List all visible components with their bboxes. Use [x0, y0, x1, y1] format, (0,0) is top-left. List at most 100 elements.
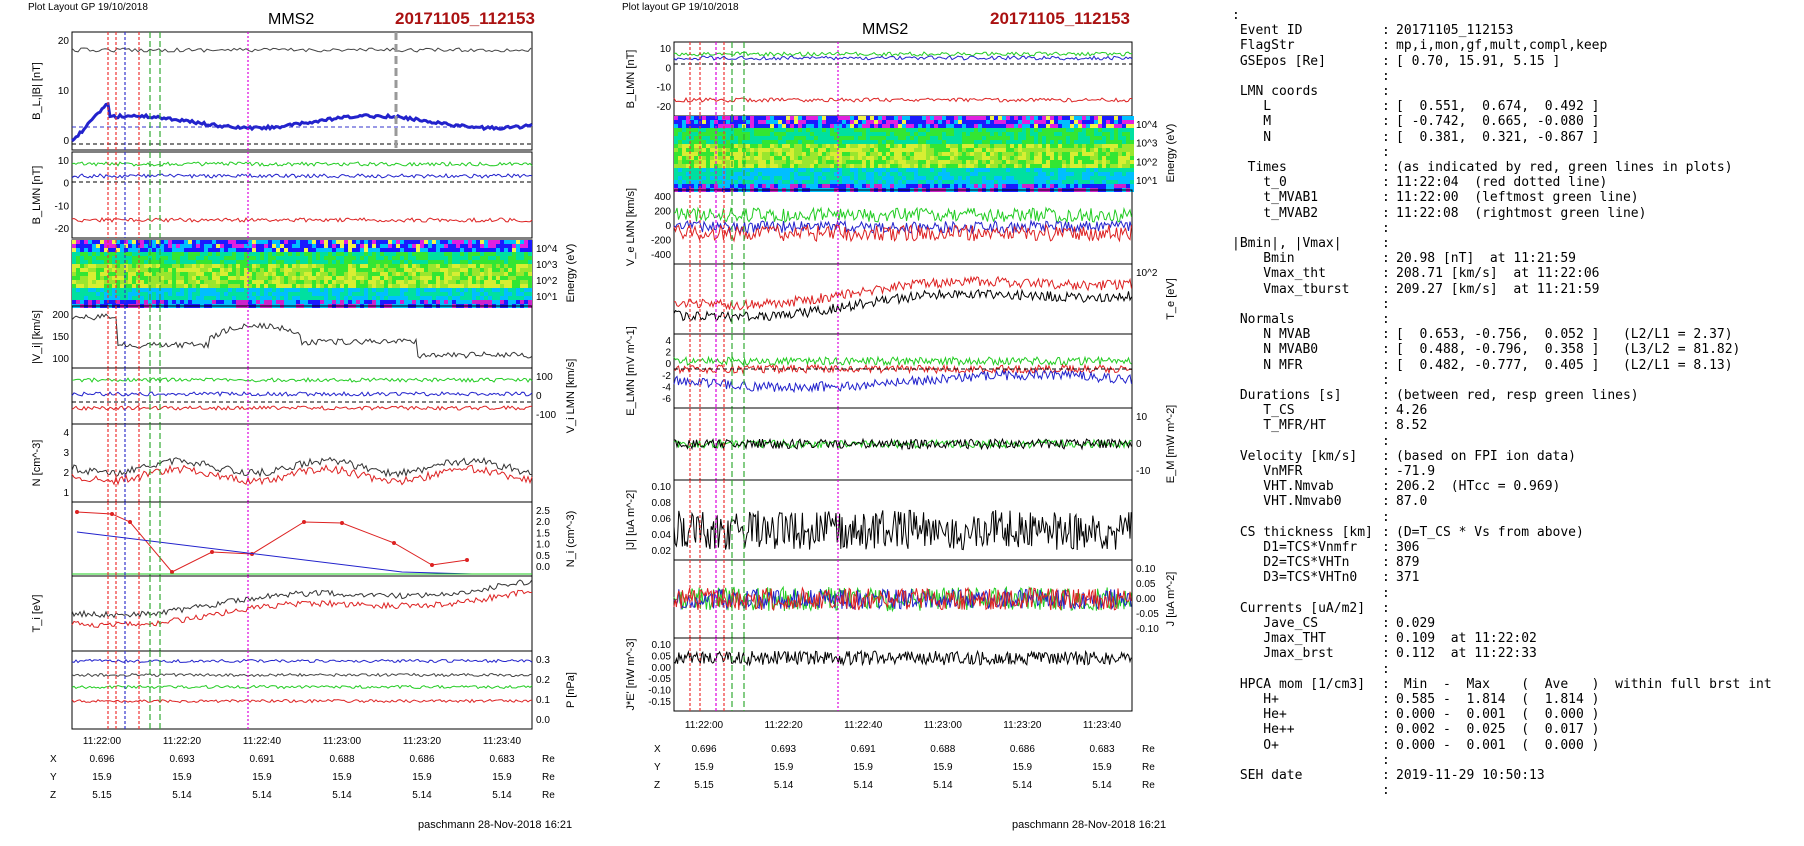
spectrogram-cell [1118, 128, 1122, 132]
spectrogram-cell [1026, 184, 1030, 188]
spectrogram-cell [520, 240, 524, 244]
spectrogram-cell [120, 256, 124, 260]
spectrogram-cell [524, 272, 528, 276]
spectrogram-cell [464, 268, 468, 272]
spectrogram-cell [1018, 116, 1022, 120]
spectrogram-cell [488, 252, 492, 256]
spectrogram-cell [516, 276, 520, 280]
info-colon: : [1382, 175, 1390, 191]
spectrogram-cell [492, 268, 496, 272]
left-pos-value: 5.15 [92, 790, 112, 801]
spectrogram-cell [440, 300, 444, 304]
spectrogram-cell [838, 148, 842, 152]
spectrogram-cell [308, 248, 312, 252]
spectrogram-cell [858, 132, 862, 136]
spectrogram-cell [376, 268, 380, 272]
spectrogram-cell [336, 272, 340, 276]
spectrogram-cell [770, 120, 774, 124]
spectrogram-cell [512, 264, 516, 268]
spectrogram-cell [818, 160, 822, 164]
spectrogram-cell [922, 172, 926, 176]
spectrogram-cell [1114, 176, 1118, 180]
spectrogram-cell [472, 260, 476, 264]
spectrogram-cell [1094, 128, 1098, 132]
spectrogram-cell [778, 160, 782, 164]
spectrogram-cell [826, 164, 830, 168]
spectrogram-cell [734, 116, 738, 120]
spectrogram-cell [428, 300, 432, 304]
spectrogram-cell [998, 152, 1002, 156]
spectrogram-cell [810, 176, 814, 180]
spectrogram-cell [372, 292, 376, 296]
spectrogram-cell [874, 156, 878, 160]
spectrogram-cell [1034, 124, 1038, 128]
spectrogram-cell [690, 164, 694, 168]
spectrogram-cell [786, 176, 790, 180]
spectrogram-cell [140, 252, 144, 256]
spectrogram-cell [80, 268, 84, 272]
spectrogram-cell [76, 240, 80, 244]
spectrogram-cell [1062, 136, 1066, 140]
spectrogram-cell [958, 176, 962, 180]
spectrogram-cell [276, 276, 280, 280]
spectrogram-cell [124, 296, 128, 300]
spectrogram-cell [516, 280, 520, 284]
left-y-tick: 2 [63, 468, 69, 479]
spectrogram-cell [312, 252, 316, 256]
spectrogram-cell [520, 272, 524, 276]
spectrogram-cell [962, 168, 966, 172]
spectrogram-cell [882, 140, 886, 144]
spectrogram-cell [300, 288, 304, 292]
spectrogram-cell [296, 288, 300, 292]
left-y-tick: 1 [63, 488, 69, 499]
spectrogram-cell [1070, 180, 1074, 184]
spectrogram-cell [300, 260, 304, 264]
spectrogram-cell [798, 148, 802, 152]
spectrogram-cell [922, 184, 926, 188]
spectrogram-cell [476, 284, 480, 288]
spectrogram-cell [192, 288, 196, 292]
spectrogram-cell [1106, 168, 1110, 172]
spectrogram-cell [790, 180, 794, 184]
spectrogram-cell [164, 240, 168, 244]
spectrogram-cell [934, 156, 938, 160]
spectrogram-cell [332, 292, 336, 296]
spectrogram-cell [806, 164, 810, 168]
spectrogram-cell [870, 176, 874, 180]
spectrogram-cell [718, 148, 722, 152]
spectrogram-cell [906, 176, 910, 180]
spectrogram-cell [264, 288, 268, 292]
spectrogram-cell [444, 288, 448, 292]
spectrogram-cell [722, 168, 726, 172]
spectrogram-cell [862, 160, 866, 164]
spectrogram-cell [440, 240, 444, 244]
spectrogram-cell [1102, 140, 1106, 144]
spectrogram-cell [734, 156, 738, 160]
info-colon: : [1382, 84, 1390, 99]
spectrogram-cell [1010, 128, 1014, 132]
spectrogram-cell [738, 160, 742, 164]
spectrogram-cell [942, 156, 946, 160]
spectrogram-cell [674, 148, 678, 152]
spectrogram-cell [790, 136, 794, 140]
spectrogram-cell [176, 300, 180, 304]
spectrogram-cell [280, 252, 284, 256]
spectrogram-cell [922, 136, 926, 140]
info-key: VHT.Nmvab [1232, 479, 1334, 495]
spectrogram-cell [930, 160, 934, 164]
spectrogram-cell [504, 252, 508, 256]
spectrogram-cell [508, 248, 512, 252]
spectrogram-cell [858, 164, 862, 168]
spectrogram-cell [906, 136, 910, 140]
right-footer: paschmann 28-Nov-2018 16:21 [1012, 819, 1166, 831]
spectrogram-cell [678, 140, 682, 144]
spectrogram-cell [92, 240, 96, 244]
spectrogram-cell [240, 292, 244, 296]
spectrogram-cell [212, 280, 216, 284]
spectrogram-cell [1022, 136, 1026, 140]
left-he-plus-point [210, 550, 214, 554]
spectrogram-cell [528, 276, 532, 280]
left-y-tick-right: 1.0 [536, 540, 550, 551]
spectrogram-cell [196, 280, 200, 284]
spectrogram-cell [1058, 152, 1062, 156]
